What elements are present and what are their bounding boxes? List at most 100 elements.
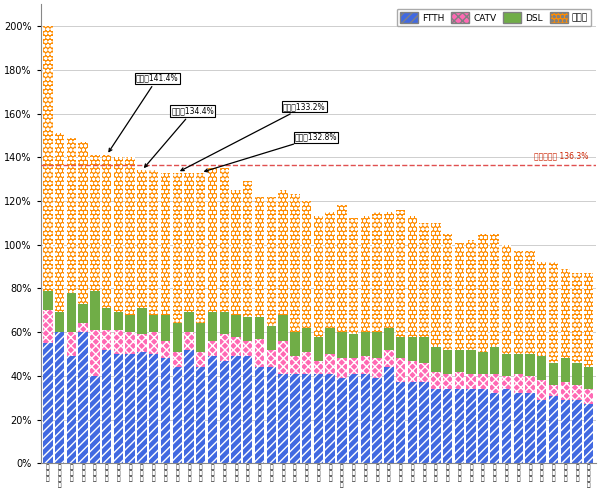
Bar bbox=[384, 367, 394, 463]
Bar bbox=[407, 382, 417, 463]
Bar bbox=[502, 376, 511, 389]
Bar bbox=[90, 291, 100, 330]
Bar bbox=[67, 356, 76, 463]
Bar bbox=[419, 337, 429, 363]
Bar bbox=[443, 234, 452, 350]
Bar bbox=[373, 332, 382, 358]
Bar bbox=[243, 317, 253, 341]
Bar bbox=[79, 304, 88, 323]
Bar bbox=[419, 382, 429, 463]
Bar bbox=[184, 173, 194, 312]
Bar bbox=[455, 371, 464, 389]
Bar bbox=[290, 374, 299, 463]
Bar bbox=[220, 361, 229, 463]
Bar bbox=[196, 352, 205, 367]
Bar bbox=[79, 323, 88, 332]
Bar bbox=[161, 315, 170, 341]
Bar bbox=[184, 332, 194, 350]
Bar bbox=[79, 142, 88, 304]
Bar bbox=[114, 312, 123, 330]
Bar bbox=[502, 389, 511, 463]
Bar bbox=[384, 212, 394, 328]
Bar bbox=[290, 332, 299, 356]
Bar bbox=[220, 312, 229, 335]
Bar bbox=[79, 332, 88, 463]
Bar bbox=[149, 315, 158, 332]
Bar bbox=[337, 332, 347, 358]
Bar bbox=[208, 168, 217, 312]
Bar bbox=[537, 400, 547, 463]
Bar bbox=[314, 216, 323, 337]
Bar bbox=[161, 358, 170, 463]
Bar bbox=[407, 216, 417, 337]
Bar bbox=[490, 394, 499, 463]
Bar bbox=[137, 335, 146, 352]
Bar bbox=[337, 205, 347, 332]
Bar bbox=[173, 323, 182, 352]
Bar bbox=[455, 350, 464, 371]
Bar bbox=[149, 170, 158, 315]
Bar bbox=[290, 356, 299, 374]
Bar bbox=[278, 341, 288, 374]
Bar bbox=[161, 341, 170, 358]
Bar bbox=[560, 382, 570, 400]
Bar bbox=[549, 396, 558, 463]
Bar bbox=[102, 308, 112, 330]
Bar bbox=[67, 138, 76, 293]
Bar bbox=[114, 330, 123, 354]
Bar bbox=[525, 394, 535, 463]
Bar bbox=[314, 361, 323, 374]
Bar bbox=[431, 371, 440, 389]
Bar bbox=[90, 155, 100, 291]
Bar bbox=[466, 350, 476, 374]
Bar bbox=[373, 378, 382, 463]
Bar bbox=[572, 385, 582, 400]
Bar bbox=[278, 190, 288, 315]
Legend: FTTH, CATV, DSL, 無線系: FTTH, CATV, DSL, 無線系 bbox=[397, 9, 592, 27]
Bar bbox=[361, 374, 370, 463]
Bar bbox=[125, 354, 135, 463]
Bar bbox=[549, 385, 558, 396]
Bar bbox=[537, 356, 547, 380]
Bar bbox=[220, 168, 229, 312]
Bar bbox=[514, 354, 523, 374]
Bar bbox=[114, 354, 123, 463]
Bar bbox=[302, 374, 311, 463]
Bar bbox=[502, 354, 511, 376]
Bar bbox=[572, 273, 582, 363]
Bar bbox=[102, 155, 112, 308]
Bar bbox=[349, 218, 358, 335]
Bar bbox=[67, 293, 76, 332]
Bar bbox=[125, 332, 135, 354]
Bar bbox=[560, 400, 570, 463]
Bar bbox=[196, 367, 205, 463]
Text: 三重県132.8%: 三重県132.8% bbox=[205, 133, 337, 172]
Bar bbox=[396, 382, 406, 463]
Bar bbox=[43, 26, 53, 291]
Bar bbox=[255, 317, 264, 338]
Bar bbox=[466, 389, 476, 463]
Bar bbox=[384, 328, 394, 350]
Bar bbox=[325, 328, 335, 354]
Bar bbox=[478, 234, 488, 352]
Bar bbox=[314, 374, 323, 463]
Bar bbox=[443, 350, 452, 374]
Bar bbox=[396, 358, 406, 382]
Bar bbox=[431, 223, 440, 347]
Bar bbox=[102, 350, 112, 463]
Bar bbox=[514, 394, 523, 463]
Bar bbox=[102, 330, 112, 350]
Bar bbox=[478, 352, 488, 374]
Bar bbox=[173, 173, 182, 323]
Text: 岐阜県134.4%: 岐阜県134.4% bbox=[145, 106, 214, 167]
Bar bbox=[43, 343, 53, 463]
Bar bbox=[266, 197, 276, 326]
Bar bbox=[90, 330, 100, 376]
Bar bbox=[549, 363, 558, 385]
Bar bbox=[407, 337, 417, 361]
Bar bbox=[560, 269, 570, 358]
Bar bbox=[419, 363, 429, 382]
Bar bbox=[384, 350, 394, 367]
Bar bbox=[560, 358, 570, 382]
Bar bbox=[196, 173, 205, 323]
